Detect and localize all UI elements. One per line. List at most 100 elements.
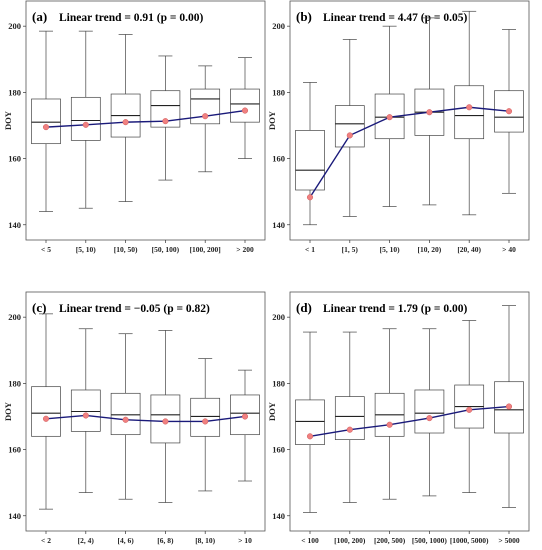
x-tick-label: < 5 [41,245,51,254]
panel-frame [289,0,530,241]
panel-c: (c) Linear trend = −0.05 (p = 0.82) DOY 140… [3,291,266,545]
panel-frame [25,0,266,241]
boxplot-4 [454,320,485,493]
iqr-box [334,396,365,440]
panel-title: Linear trend = −0.05 (p = 0.82) [59,303,210,315]
x-tick-label: < 2 [41,536,51,545]
x-tick-label: > 40 [502,245,516,254]
mean-trend-line [309,405,510,438]
x-tick-label: < 100 [301,536,319,545]
boxplot-4 [454,10,485,216]
x-tick-label: > 200 [236,245,254,254]
boxplot-2 [110,333,141,500]
y-tick-label: 160 [272,154,285,164]
iqr-box [31,386,61,437]
panel-frame [25,291,266,532]
boxplot-1 [334,331,365,503]
y-tick-label: 140 [272,220,285,230]
boxplot-5 [230,57,260,159]
mean-point [202,113,209,120]
y-tick-label: 160 [8,445,21,455]
y-tick-label: 200 [272,21,285,31]
y-axis-label: DOY [3,111,13,130]
iqr-box [31,98,61,145]
boxplot-1 [70,30,101,209]
mean-trend-line [45,109,246,128]
mean-point [426,109,433,116]
mean-point [162,418,169,425]
x-tick-label: [2, 4) [78,536,95,545]
y-axis-label: DOY [267,402,277,421]
iqr-box [295,130,325,191]
x-tick-label: [5, 10) [380,245,400,254]
iqr-box [70,389,101,432]
y-axis-label: DOY [267,111,277,130]
boxplot-3 [150,330,181,503]
x-tick-label: > 5000 [498,536,519,545]
boxplot-2 [110,34,141,202]
x-tick-label: [50, 100) [152,245,180,254]
x-tick-label: [8, 10) [195,536,215,545]
x-tick-label: [1, 5) [342,245,359,254]
mean-point [241,413,249,420]
mean-point [426,415,433,422]
mean-point [122,416,129,423]
boxplot-0 [295,331,325,513]
boxplot-1 [70,328,101,493]
panel-label: (a) [32,9,47,24]
y-tick-label: 200 [272,312,285,322]
iqr-box [190,397,221,437]
boxplot-0 [295,82,325,226]
y-tick-label: 180 [272,87,285,97]
y-tick-label: 160 [272,445,285,455]
panel-label: (b) [296,9,312,24]
boxplot-0 [31,30,61,212]
panel-frame [289,291,530,532]
x-tick-label: [1000, 5000) [450,536,489,545]
mean-point [241,107,249,114]
boxplot-2 [374,328,405,500]
panel-title: Linear trend = 4.47 (p = 0.05) [323,12,467,24]
x-tick-label: > 10 [238,536,252,545]
mean-point [42,124,50,131]
x-tick-label: [100, 200] [190,245,221,254]
mean-point [82,412,89,419]
iqr-box [334,105,365,148]
mean-point [466,104,473,111]
iqr-box [414,389,445,434]
x-tick-label: [500, 1000) [412,536,447,545]
x-tick-label: [6, 8) [157,536,174,545]
panel-title: Linear trend = 0.91 (p = 0.00) [59,12,203,24]
boxplot-0 [31,313,61,510]
panel-d: (d) Linear trend = 1.79 (p = 0.00) DOY 140 1… [267,291,530,545]
mean-point [386,114,393,121]
panel-label: (c) [32,300,46,315]
panel-label: (d) [296,300,312,315]
x-tick-label: [10, 50) [114,245,138,254]
y-tick-label: 180 [272,378,285,388]
panel-a: (a) Linear trend = 0.91 (p = 0.00) DOY 140 1… [3,0,266,254]
mean-point [346,132,353,139]
mean-point [466,406,473,413]
x-tick-label: [10, 20) [418,245,442,254]
mean-trend-line [309,106,510,198]
iqr-box [230,88,260,123]
mean-point [42,415,50,422]
mean-point [202,418,209,425]
panel-b: (b) Linear trend = 4.47 (p = 0.05) DOY 140 1… [267,0,530,254]
mean-trend-line [45,414,246,423]
mean-point [306,433,314,440]
x-tick-label: [200, 500) [374,536,406,545]
y-axis-label: DOY [3,402,13,421]
boxplot-1 [334,39,365,217]
panel-title: Linear trend = 1.79 (p = 0.00) [323,303,467,315]
x-tick-label: [100, 200) [334,536,366,545]
y-tick-label: 140 [8,511,21,521]
mean-point [505,403,513,410]
x-tick-label: [4, 6) [117,536,134,545]
x-tick-label: [5, 10) [76,245,96,254]
mean-point [122,119,129,126]
y-tick-label: 160 [8,154,21,164]
mean-point [346,426,353,433]
mean-point [306,194,314,201]
